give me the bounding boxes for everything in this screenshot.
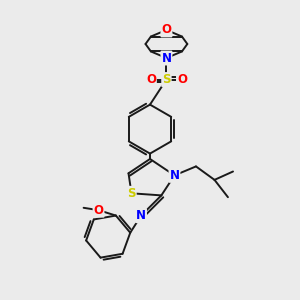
Text: S: S: [162, 73, 171, 86]
Text: O: O: [94, 204, 103, 217]
Text: O: O: [146, 73, 156, 86]
Text: N: N: [161, 52, 171, 64]
Text: O: O: [177, 73, 187, 86]
Text: N: N: [136, 209, 146, 222]
Text: N: N: [169, 169, 179, 182]
Text: O: O: [161, 23, 171, 37]
Text: S: S: [127, 187, 136, 200]
